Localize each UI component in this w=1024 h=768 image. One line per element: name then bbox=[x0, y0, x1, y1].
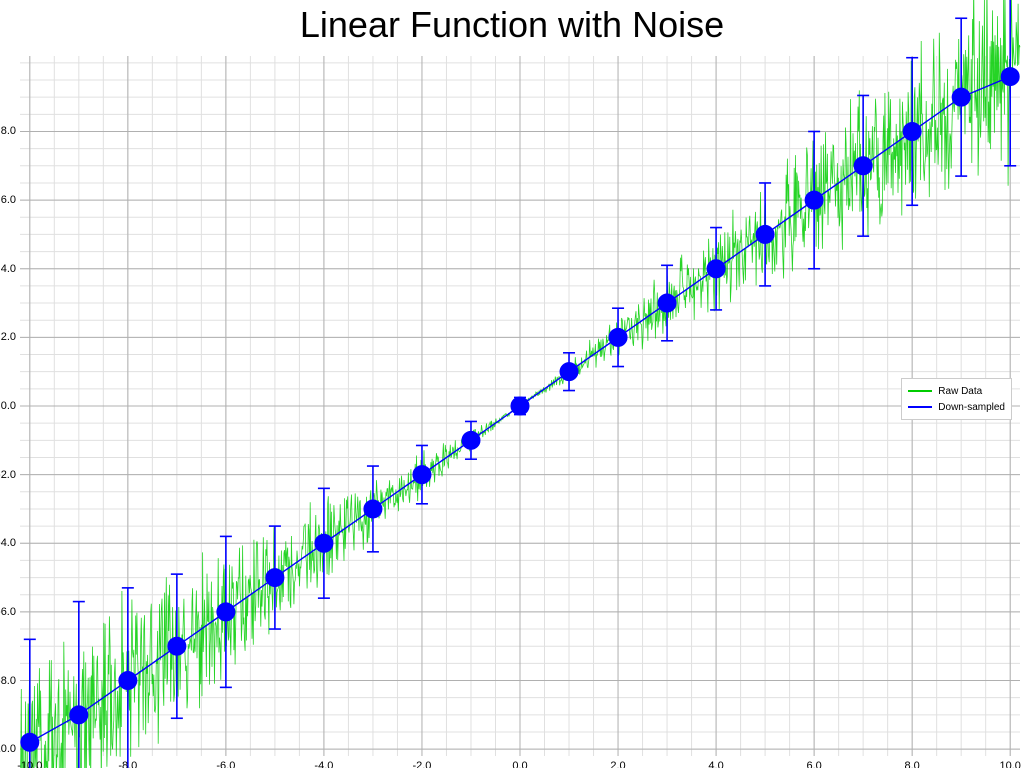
y-tick-label: -6.0 bbox=[0, 606, 16, 618]
legend-swatch-raw bbox=[908, 390, 932, 392]
x-tick-label: -10.0 bbox=[17, 760, 42, 768]
x-tick-label: 6.0 bbox=[806, 760, 821, 768]
x-tick-label: -4.0 bbox=[314, 760, 333, 768]
x-tick-label: -8.0 bbox=[118, 760, 137, 768]
y-tick-label: 6.0 bbox=[1, 194, 16, 206]
plot-area bbox=[20, 56, 1020, 756]
x-tick-label: -2.0 bbox=[412, 760, 431, 768]
y-tick-label: 2.0 bbox=[1, 331, 16, 343]
x-tick-label: 4.0 bbox=[708, 760, 723, 768]
y-tick-label: 0.0 bbox=[1, 400, 16, 412]
chart-title: Linear Function with Noise bbox=[0, 4, 1024, 46]
legend-item-raw: Raw Data bbox=[908, 383, 1005, 399]
legend-item-down: Down-sampled bbox=[908, 399, 1005, 415]
x-tick-label: 2.0 bbox=[610, 760, 625, 768]
y-tick-label: 8.0 bbox=[1, 125, 16, 137]
legend: Raw Data Down-sampled bbox=[901, 378, 1012, 420]
y-tick-label: -10.0 bbox=[0, 743, 16, 755]
chart-container: Linear Function with Noise Raw Data Down… bbox=[0, 0, 1024, 768]
x-tick-label: 10.0 bbox=[999, 760, 1020, 768]
plot-svg bbox=[20, 56, 1020, 756]
y-tick-label: -2.0 bbox=[0, 469, 16, 481]
y-tick-label: 4.0 bbox=[1, 263, 16, 275]
x-tick-label: -6.0 bbox=[216, 760, 235, 768]
legend-swatch-down bbox=[908, 406, 932, 408]
x-tick-label: 0.0 bbox=[512, 760, 527, 768]
y-tick-label: -4.0 bbox=[0, 537, 16, 549]
y-tick-label: -8.0 bbox=[0, 675, 16, 687]
x-tick-label: 8.0 bbox=[905, 760, 920, 768]
legend-label-raw: Raw Data bbox=[938, 386, 982, 397]
legend-label-down: Down-sampled bbox=[938, 402, 1005, 413]
